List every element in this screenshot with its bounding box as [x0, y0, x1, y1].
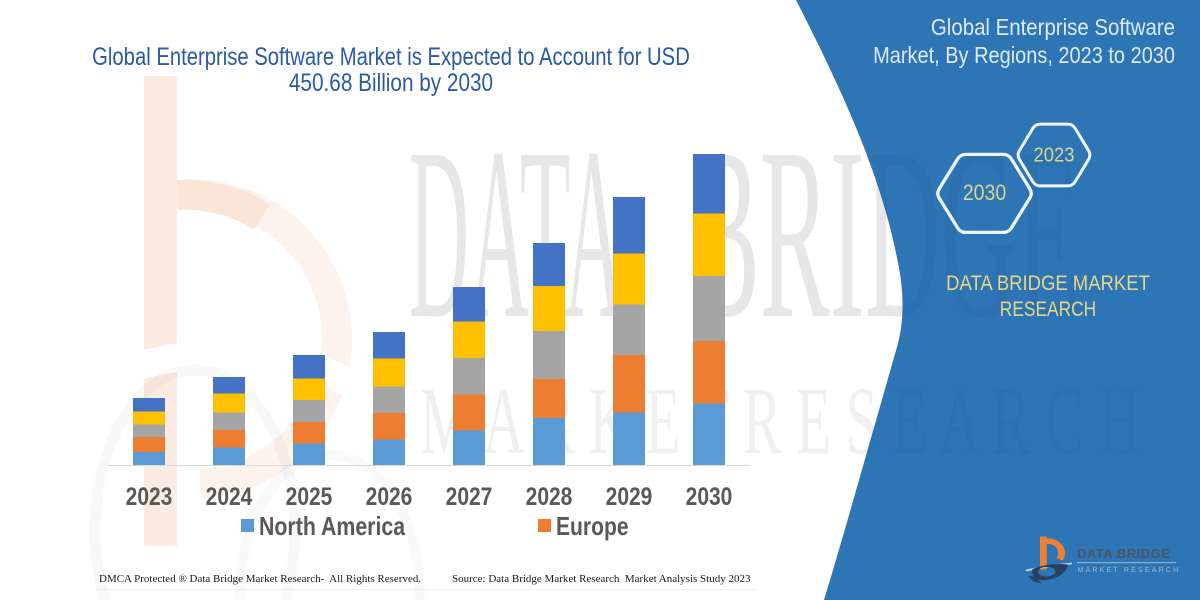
svg-text:DATA BRIDGE: DATA BRIDGE: [1077, 546, 1170, 561]
svg-text:MARKET RESEARCH: MARKET RESEARCH: [1078, 567, 1181, 574]
svg-text:2030: 2030: [963, 181, 1006, 205]
svg-text:2023: 2023: [1034, 145, 1075, 167]
